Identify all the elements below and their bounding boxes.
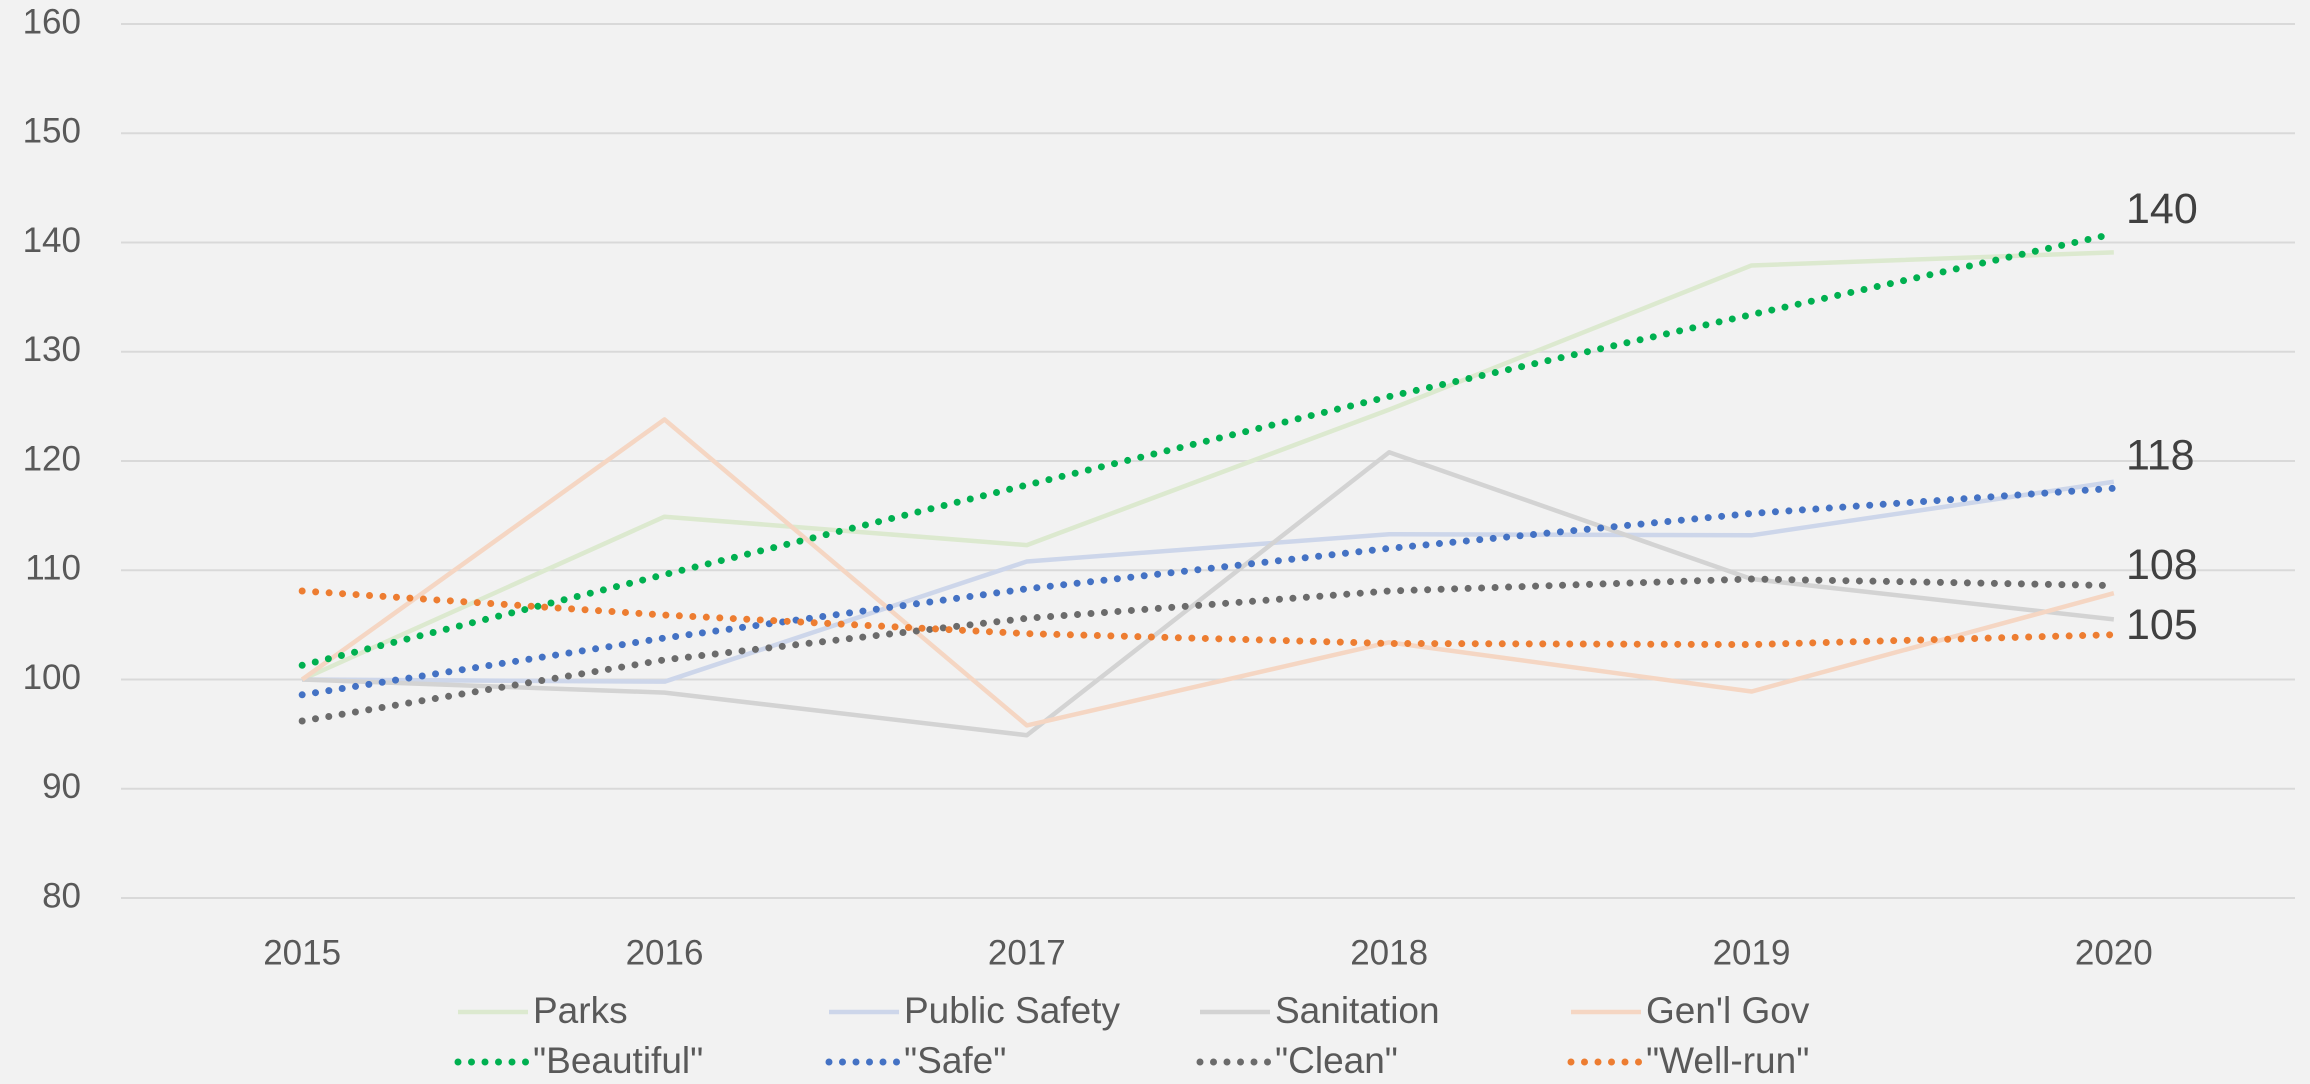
y-tick-label: 140 xyxy=(23,221,81,260)
x-tick-label: 2019 xyxy=(1713,933,1791,972)
x-tick-label: 2017 xyxy=(988,933,1066,972)
y-tick-label: 130 xyxy=(23,330,81,369)
legend-label: "Well-run" xyxy=(1646,1040,1809,1081)
x-tick-label: 2018 xyxy=(1350,933,1428,972)
y-tick-label: 120 xyxy=(23,439,81,478)
legend-label: "Beautiful" xyxy=(533,1040,703,1081)
y-tick-label: 160 xyxy=(23,2,81,41)
x-tick-label: 2020 xyxy=(2075,933,2153,972)
series-line xyxy=(298,484,2118,699)
y-tick-label: 80 xyxy=(42,876,81,915)
x-tick-label: 2015 xyxy=(263,933,341,972)
series-line xyxy=(302,450,2115,738)
legend-label: "Safe" xyxy=(904,1040,1006,1081)
annotation: 108 xyxy=(2126,541,2198,589)
y-tick-label: 100 xyxy=(23,658,81,697)
legend-label: Sanitation xyxy=(1275,990,1440,1031)
series-line xyxy=(298,587,2118,649)
y-tick-label: 150 xyxy=(23,112,81,151)
series-line xyxy=(300,417,2115,728)
annotation: 118 xyxy=(2126,432,2195,480)
y-tick-label: 90 xyxy=(42,767,81,806)
series-line xyxy=(301,250,2114,682)
series-line xyxy=(302,479,2115,684)
legend-label: Gen'l Gov xyxy=(1646,990,1810,1031)
series-line xyxy=(298,230,2118,669)
legend-label: Public Safety xyxy=(904,990,1120,1031)
x-tick-label: 2016 xyxy=(626,933,704,972)
legend-label: Parks xyxy=(533,990,628,1031)
legend-label: "Clean" xyxy=(1275,1040,1398,1081)
annotation: 105 xyxy=(2126,601,2198,649)
y-tick-label: 110 xyxy=(25,549,81,588)
annotation: 140 xyxy=(2126,185,2198,233)
